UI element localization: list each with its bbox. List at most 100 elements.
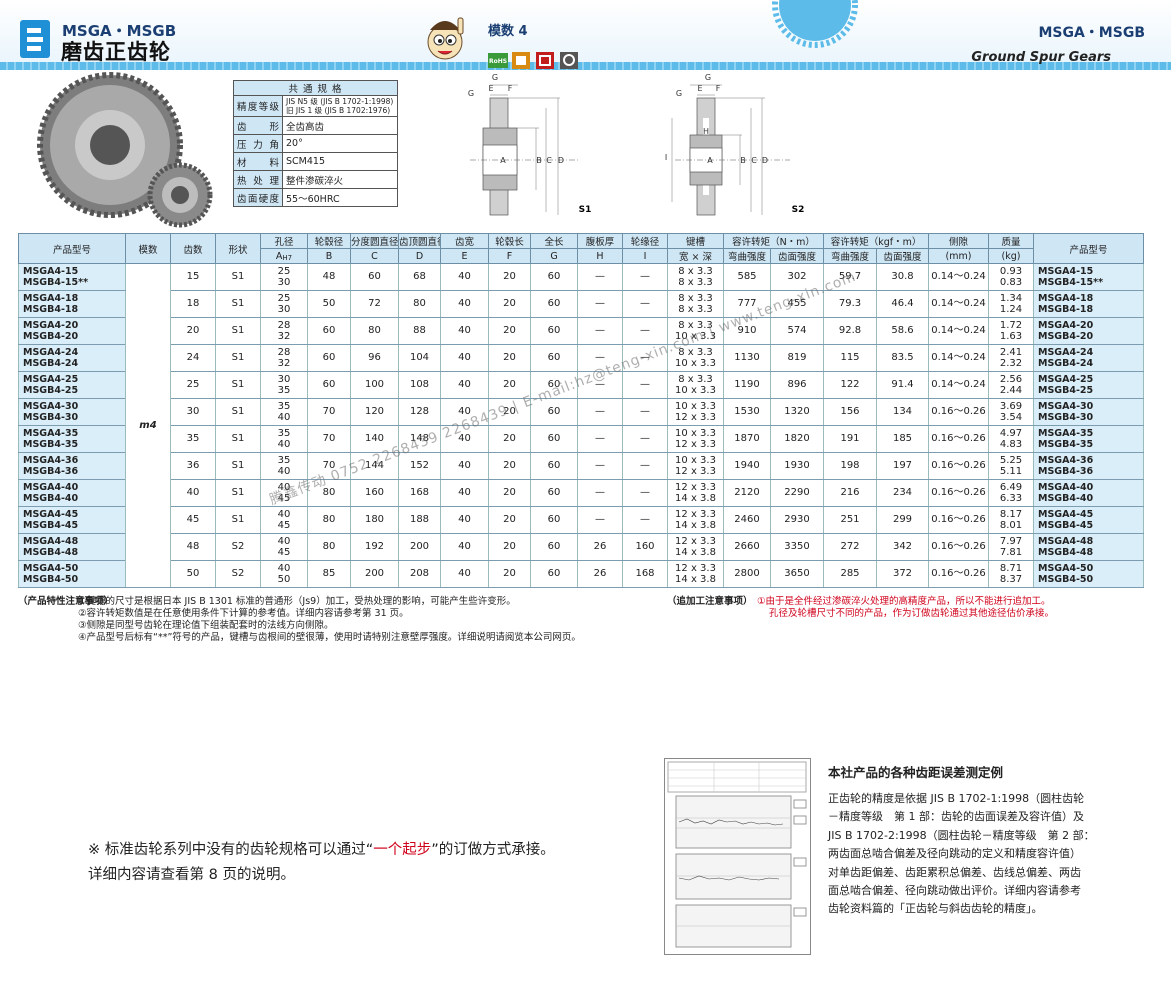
spec-row: 齿形 全齿高齿 xyxy=(233,116,398,135)
cell: 197 xyxy=(875,452,930,480)
table-body: MSGA4-15 MSGB4-15** m4 15 S1 25 30 48 60 68 40 20 60… xyxy=(18,263,1145,588)
spec-value-line: 全齿高齿 xyxy=(286,121,325,133)
model-name: MSGA4-30 xyxy=(1038,400,1094,412)
model-cell: MSGA4-15 MSGB4-15** xyxy=(18,263,126,291)
cell: 83.5 xyxy=(875,344,930,372)
model-cell: MSGA4-35 MSGB4-35 xyxy=(18,425,126,453)
model-name: MSGB4-20 xyxy=(1038,331,1094,342)
column-subheader: I xyxy=(622,248,668,264)
dimension-label: I xyxy=(665,153,667,162)
cell-line: 8 x 3.3 xyxy=(678,292,713,304)
subheader-text: 弯曲强度 xyxy=(830,252,869,263)
subheader-text: (kg) xyxy=(1001,250,1021,262)
column-header: 侧隙 xyxy=(928,233,990,249)
table-row: MSGA4-50 MSGB4-50 50 S2 40 50 85 200 208 40 20 60 26… xyxy=(18,560,1145,588)
cell: 35 40 xyxy=(260,398,308,426)
diagram-s2-shape xyxy=(671,84,790,216)
model-cell: MSGA4-24 MSGB4-24 xyxy=(1033,344,1145,372)
column-subheader: 齿面强度 xyxy=(875,248,930,264)
model-name: MSGA4-36 xyxy=(23,454,79,466)
cell: 152 xyxy=(398,452,441,480)
column-subheader: D xyxy=(398,248,441,264)
cell-line: 1.72 xyxy=(999,319,1023,331)
cell: — xyxy=(577,479,623,507)
cell: 10 x 3.3 12 x 3.3 xyxy=(667,452,724,480)
cell: 48 xyxy=(170,533,216,561)
page-title: 磨齿正齿轮 xyxy=(61,40,171,64)
cell-line: 35 xyxy=(277,427,291,439)
cell: 2660 xyxy=(723,533,771,561)
cell-line: 45 xyxy=(277,520,291,531)
text-line: JIS B 1702-2:1998（圆柱齿轮－精度等级 第 2 部： xyxy=(828,828,1095,842)
cell: 25 30 xyxy=(260,290,308,318)
model-name: MSGB4-18 xyxy=(23,304,79,315)
head-row: 产品型号模数齿数形状孔径轮毂径分度圆直径齿顶圆直径齿宽轮毂长全长腹板厚轮缘径键槽… xyxy=(18,233,1145,264)
column-subheader: C xyxy=(350,248,399,264)
model-name: MSGA4-40 xyxy=(1038,481,1094,493)
cell-line: 12 x 3.3 xyxy=(675,562,716,574)
cell: S1 xyxy=(215,398,261,426)
cell: — xyxy=(577,263,623,291)
model-name: MSGA4-48 xyxy=(23,535,79,547)
table-row: MSGA4-25 MSGB4-25 25 S1 30 35 60 100 108 40 20 60— —… xyxy=(18,371,1145,399)
cell: 342 xyxy=(875,533,930,561)
note-line: ④产品型号后标有“**”符号的产品，键槽与齿根间的壁很薄，使用时请特别注意壁厚强… xyxy=(78,632,581,643)
model-name: MSGB4-20 xyxy=(23,331,79,342)
cell: 79.3 xyxy=(823,290,877,318)
spec-value: 全齿高齿 xyxy=(282,116,398,135)
cell: 208 xyxy=(398,560,441,588)
cell: 8.71 8.37 xyxy=(988,560,1035,588)
dimension-label: C xyxy=(546,156,552,165)
cell: 6.49 6.33 xyxy=(988,479,1035,507)
cell: 2800 xyxy=(723,560,771,588)
column-subheader: E xyxy=(440,248,489,264)
column-subheader: G xyxy=(530,248,578,264)
cell: 80 xyxy=(398,290,441,318)
dimension-label: G xyxy=(705,73,711,82)
cell: 2930 xyxy=(770,506,824,534)
cell: — xyxy=(577,452,623,480)
cell: 25 30 xyxy=(260,263,308,291)
cell-line: 35 xyxy=(277,385,291,396)
cell: 20 xyxy=(488,398,531,426)
column-header: 齿顶圆直径 xyxy=(398,233,441,249)
model-cell: MSGA4-30 MSGB4-30 xyxy=(1033,398,1145,426)
model-name: MSGB4-30 xyxy=(1038,412,1094,423)
spec-value-line: 55～60HRC xyxy=(286,193,340,205)
cell: 1.72 1.63 xyxy=(988,317,1035,345)
cell: 191 xyxy=(823,425,877,453)
dimension-label: D xyxy=(558,156,564,165)
spec-label: 精度等级 xyxy=(233,95,283,117)
cell: S2 xyxy=(215,533,261,561)
spec-value: 20° xyxy=(282,134,398,153)
cell: 122 xyxy=(823,371,877,399)
model-name: MSGA4-50 xyxy=(23,562,79,574)
column-header: 容许转矩（kgf・m） xyxy=(822,233,930,249)
cell-line: 3.69 xyxy=(999,400,1023,412)
cell: S1 xyxy=(215,506,261,534)
cell: S1 xyxy=(215,263,261,291)
cell-line: 8 x 3.3 xyxy=(678,277,713,288)
cell-line: 28 xyxy=(277,319,291,331)
model-cell: MSGA4-35 MSGB4-35 xyxy=(1033,425,1145,453)
cell-line: 14 x 3.8 xyxy=(675,574,716,585)
model-name: MSGA4-45 xyxy=(23,508,79,520)
cell: — xyxy=(577,371,623,399)
cell: — xyxy=(577,506,623,534)
cell: 26 xyxy=(577,560,623,588)
model-name: MSGB4-15** xyxy=(1038,277,1104,288)
table-row: MSGA4-15 MSGB4-15** m4 15 S1 25 30 48 60 68 40 20 60… xyxy=(18,263,1145,588)
cell: 60 xyxy=(530,452,578,480)
cell: S1 xyxy=(215,290,261,318)
model-cell: MSGA4-20 MSGB4-20 xyxy=(1033,317,1145,345)
model-cell: MSGA4-15 MSGB4-15** xyxy=(1033,263,1145,291)
cell: 100 xyxy=(350,371,399,399)
model-name: MSGB4-48 xyxy=(1038,547,1094,558)
custom-order-note: ※ 标准齿轮系列中没有的齿轮规格可以通过“一个起步”的订做方式承接。 详细内容请… xyxy=(88,838,555,888)
cell-line: 4.83 xyxy=(999,439,1023,450)
model-name: MSGB4-48 xyxy=(23,547,79,558)
diagram-s1-shape xyxy=(470,84,580,216)
cell: 299 xyxy=(875,506,930,534)
model-name: MSGA4-20 xyxy=(1038,319,1094,331)
